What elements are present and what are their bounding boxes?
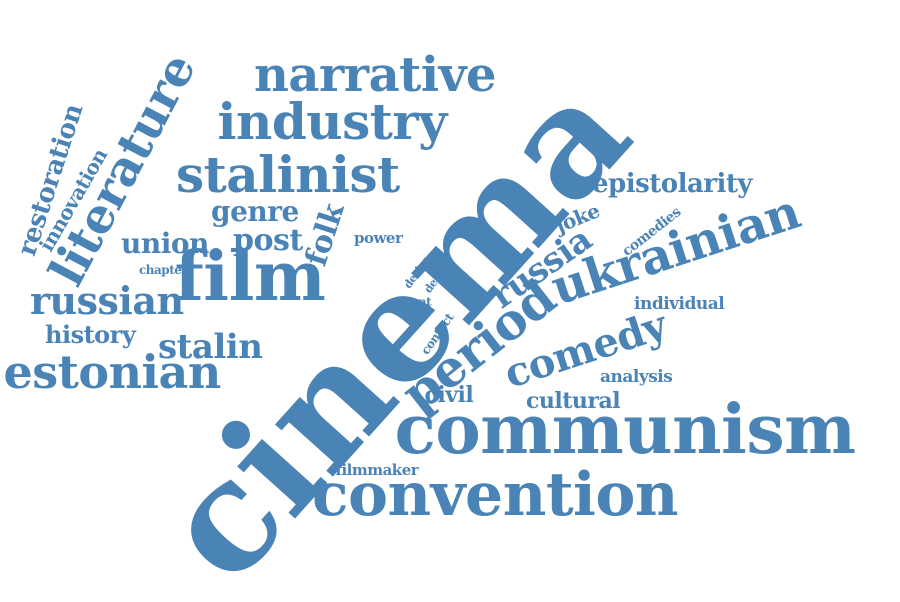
word-stalinist: stalinist [176,145,400,204]
word-power: power [354,228,403,247]
word-individual: individual [634,293,725,314]
word-film: film [174,237,326,317]
word-convention: convention [312,460,679,530]
word-recent: recent [391,295,432,309]
word-russian: russian [30,278,184,323]
word-chapter: chapter [139,263,188,277]
word-genre: genre [211,195,299,228]
word-epistolarity: epistolarity [592,169,753,199]
word-cultural: cultural [526,388,621,414]
word-civil: civil [424,382,474,408]
word-history: history [45,320,136,349]
word-filmmaker: filmmaker [335,460,419,479]
word-stalin: stalin [158,327,263,367]
word-estonian: estonian [3,345,222,399]
word-post: post [233,223,303,258]
word-industry: industry [217,92,448,151]
word-union: union [121,227,209,260]
word-narrative: narrative [254,47,497,103]
word-analysis: analysis [600,366,673,387]
word-communism: communism [394,390,857,470]
